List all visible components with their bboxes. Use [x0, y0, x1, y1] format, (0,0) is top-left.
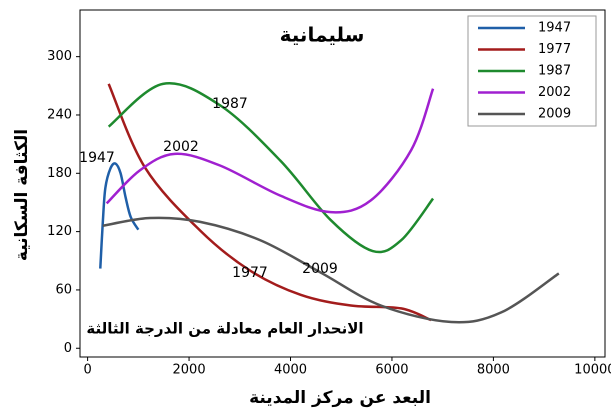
- x-tick-label: 0: [83, 363, 91, 378]
- note: الانحدار العام معادلة من الدرجة الثالثة: [86, 320, 363, 338]
- y-axis-label: الكثافة السكانية: [12, 129, 32, 261]
- line: [107, 81, 435, 254]
- line-annotation: 1977: [232, 265, 268, 281]
- x-tick-label: 2000: [173, 363, 206, 378]
- legend-label: 1987: [538, 64, 571, 79]
- y-tick-label: 300: [47, 49, 72, 64]
- legend-label: 1947: [538, 21, 571, 36]
- legend-label: 2002: [538, 85, 571, 100]
- y-tick-label: 0: [64, 341, 72, 356]
- x-axis-label: البعد عن مركز المدينة: [249, 388, 431, 408]
- x-tick-label: 8000: [477, 363, 510, 378]
- x-tick-label: 4000: [274, 363, 307, 378]
- chart-title: سليمانية: [280, 23, 365, 47]
- line-annotation: 2002: [163, 139, 199, 155]
- y-tick-label: 60: [55, 282, 72, 297]
- line-annotation: 2009: [302, 261, 338, 277]
- y-tick-label: 240: [47, 107, 72, 122]
- y-tick-label: 180: [47, 166, 72, 181]
- line: [107, 83, 432, 322]
- legend-label: 1977: [538, 42, 571, 57]
- legend-label: 2009: [538, 107, 571, 122]
- line-annotation: 1947: [79, 150, 115, 166]
- line: [102, 216, 560, 324]
- line-annotation: 1987: [212, 96, 248, 112]
- y-tick-label: 120: [47, 224, 72, 239]
- x-tick-label: 6000: [375, 363, 408, 378]
- plot-frame: [79, 9, 606, 358]
- line: [105, 88, 435, 214]
- line: [99, 162, 140, 269]
